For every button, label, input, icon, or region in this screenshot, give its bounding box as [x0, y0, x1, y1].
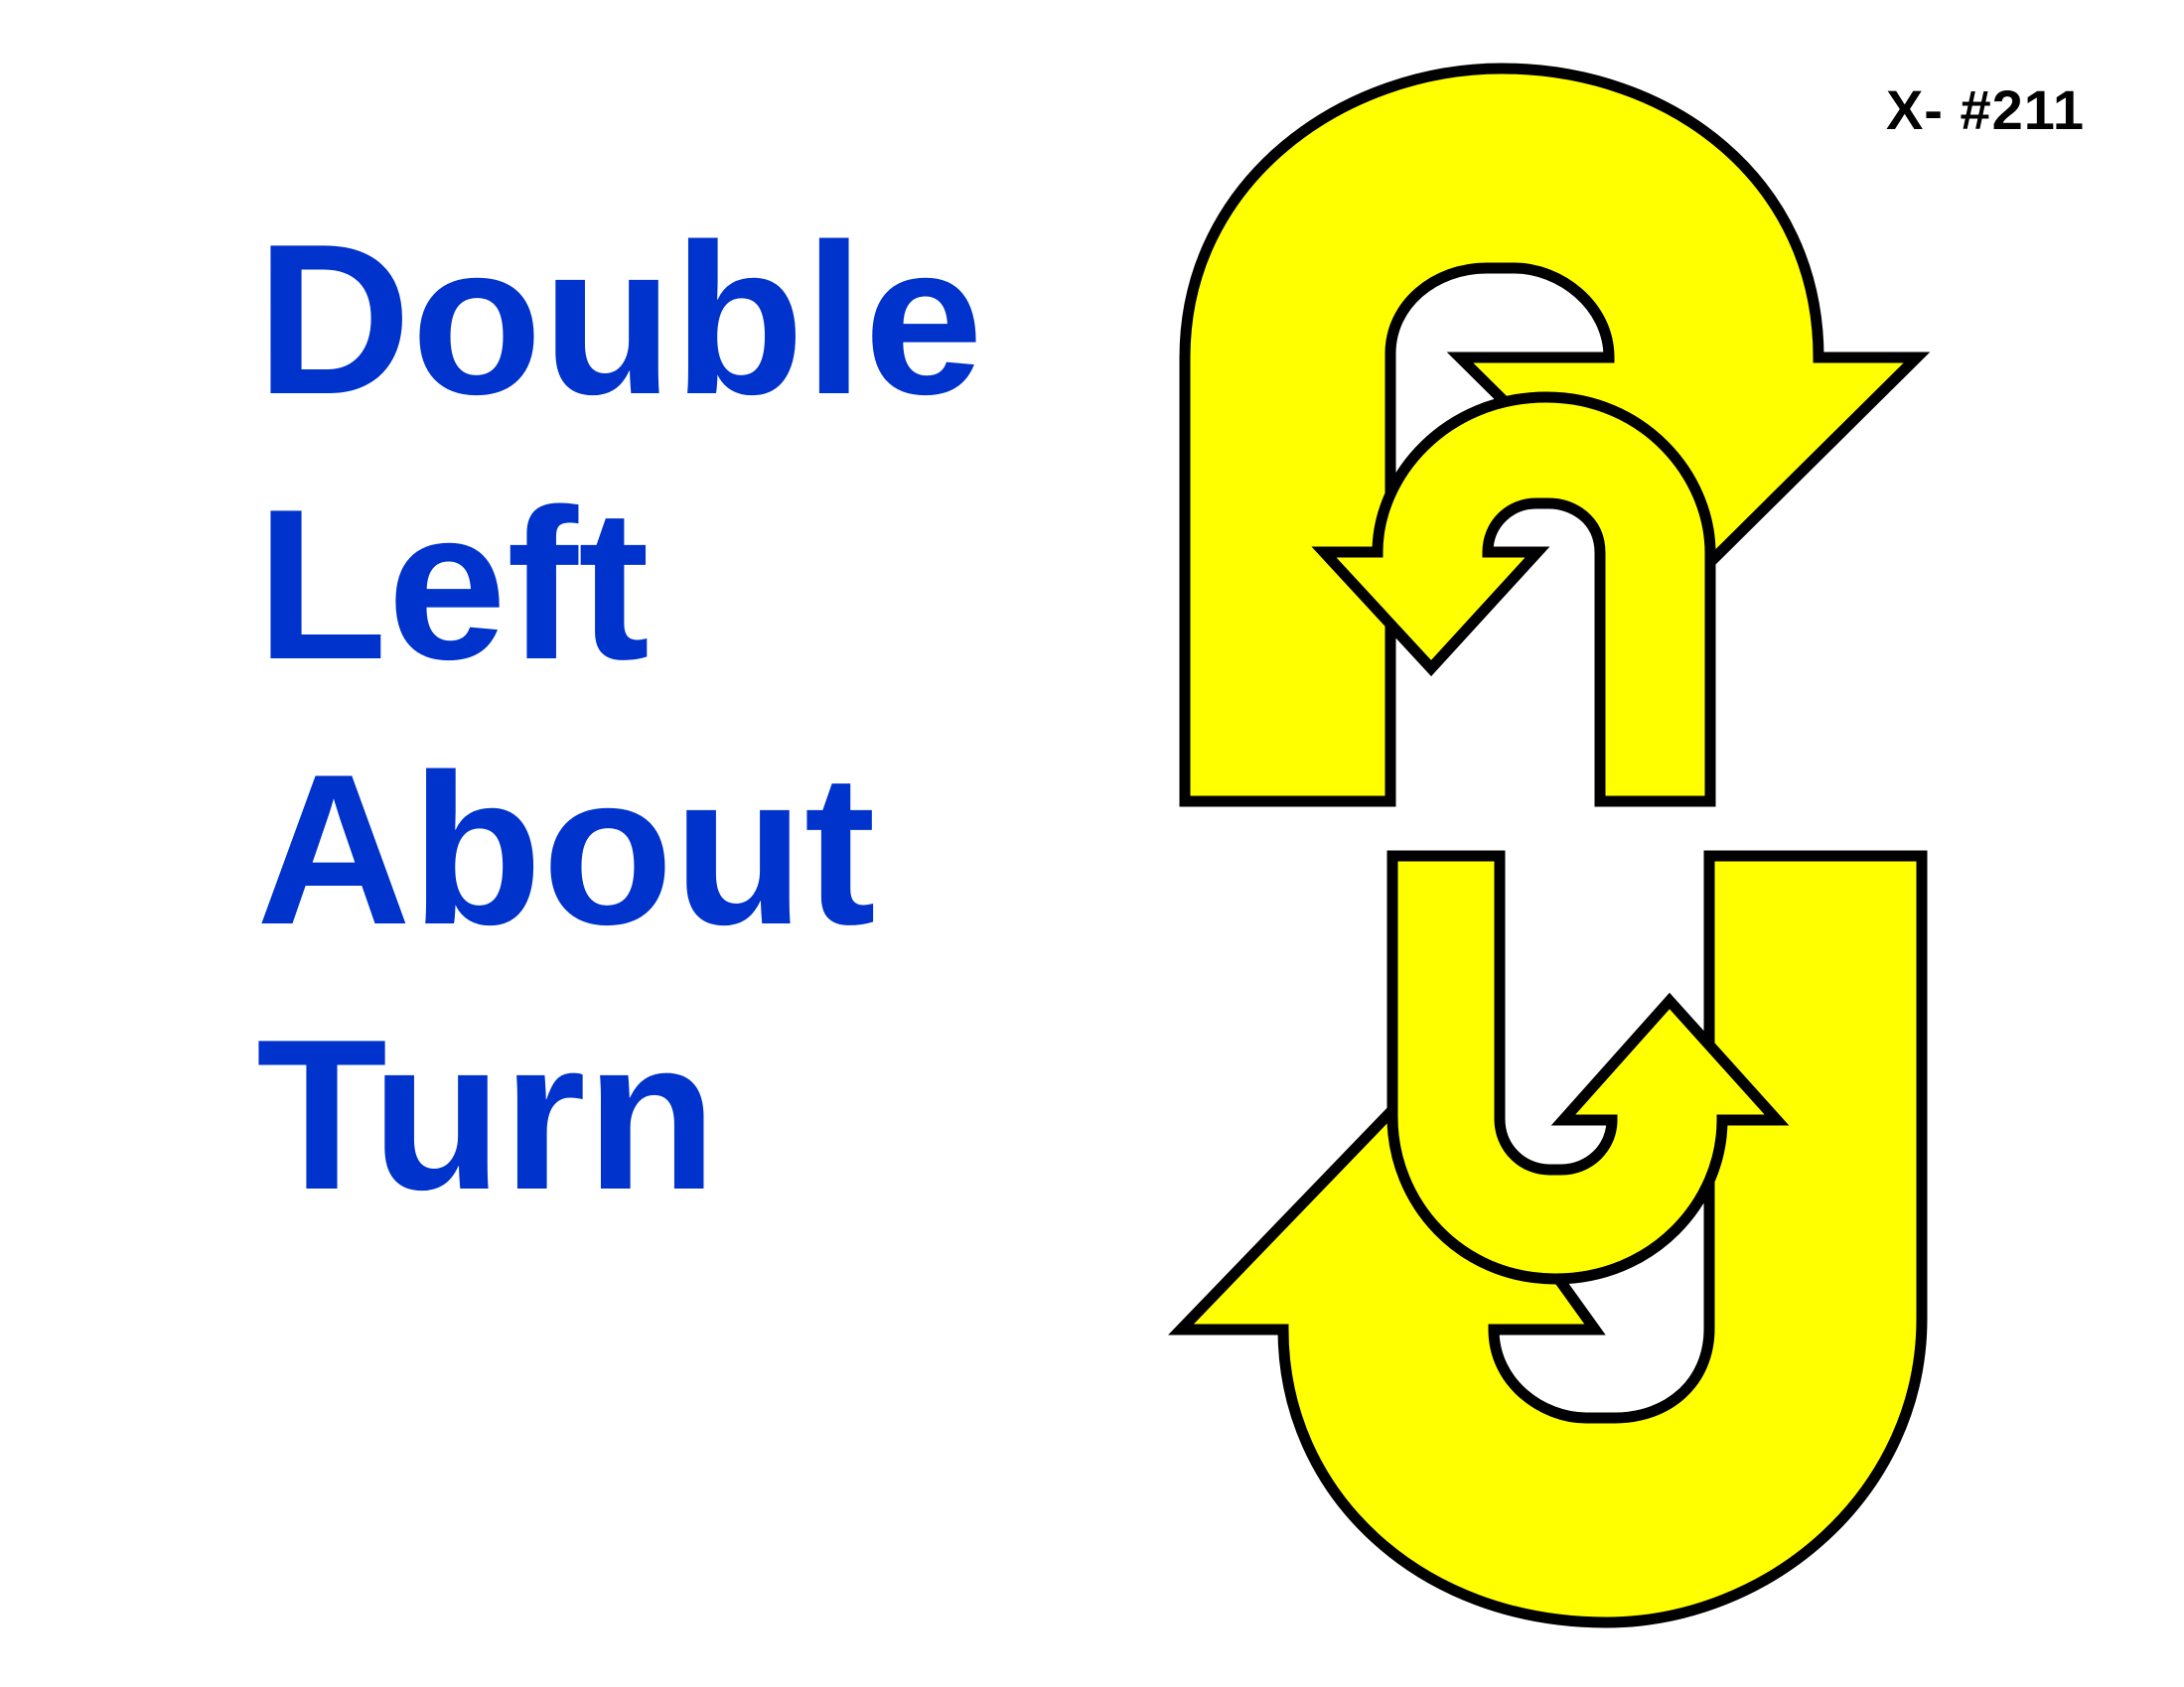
title-line-2: Left [256, 464, 650, 704]
title-line-3: About [256, 729, 876, 969]
title-line-1: Double [256, 199, 983, 439]
left-u-turn-arrow-inner-lower-icon [1386, 850, 1790, 1285]
title-line-4: Turn [256, 994, 717, 1234]
sign-number: X- #211 [1885, 78, 2085, 141]
left-u-turn-arrow-inner-icon [1311, 391, 1716, 807]
left-u-turn-arrow-outer-lower-icon [1168, 850, 1928, 1628]
sign-title: Double Left About Turn [256, 187, 983, 1247]
